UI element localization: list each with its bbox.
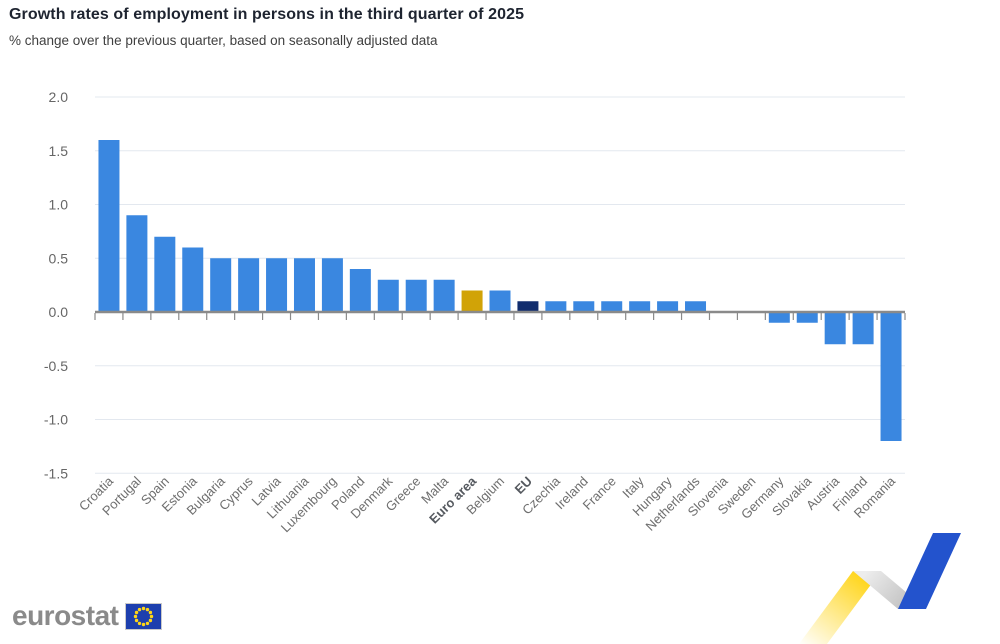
- eu-flag-star: [146, 621, 150, 625]
- eurostat-logo-text: eurostat: [12, 600, 119, 631]
- eu-flag-star: [138, 607, 142, 611]
- bar-poland: [349, 269, 371, 312]
- eu-flag-star: [135, 610, 139, 614]
- chart-title: Growth rates of employment in persons in…: [9, 6, 525, 23]
- eu-flag-star: [146, 607, 150, 611]
- bar-belgium: [489, 290, 511, 312]
- eu-flag-star: [149, 618, 153, 622]
- eu-flag-icon: [125, 602, 163, 630]
- y-axis-tick-label: -0.5: [44, 358, 68, 374]
- bar-lithuania: [293, 258, 315, 312]
- eu-flag-star: [149, 610, 153, 614]
- bar-greece: [405, 279, 427, 312]
- chart-subtitle: % change over the previous quarter, base…: [9, 33, 438, 48]
- eu-flag-star: [134, 614, 138, 618]
- bar-italy: [629, 301, 651, 312]
- eu-flag-star: [138, 621, 142, 625]
- bar-denmark: [377, 279, 399, 312]
- eu-flag-star: [142, 622, 146, 626]
- bar-netherlands: [685, 301, 707, 312]
- bar-france: [601, 301, 623, 312]
- eu-flag-star: [135, 618, 139, 622]
- bar-portugal: [126, 215, 148, 312]
- bar-bulgaria: [210, 258, 232, 312]
- bar-slovakia: [796, 312, 818, 323]
- y-axis-tick-label: 1.5: [49, 143, 69, 159]
- bar-malta: [433, 279, 455, 312]
- eurostat-logo: eurostat: [12, 600, 163, 631]
- y-axis-tick-label: -1.5: [44, 465, 68, 481]
- bar-romania: [880, 312, 902, 441]
- eu-flag-stars: [134, 606, 154, 626]
- eu-flag-star: [150, 614, 154, 618]
- bar-germany: [768, 312, 790, 323]
- bar-hungary: [657, 301, 679, 312]
- bar-ireland: [573, 301, 595, 312]
- y-axis-tick-label: 1.0: [49, 197, 69, 213]
- bar-cyprus: [238, 258, 260, 312]
- bar-euro-area: [461, 290, 483, 312]
- bar-spain: [154, 236, 176, 312]
- y-axis-tick-label: -1.0: [44, 412, 68, 428]
- bar-eu: [517, 301, 539, 312]
- y-axis-tick-label: 2.0: [49, 89, 69, 105]
- bar-croatia: [98, 140, 120, 312]
- bar-austria: [824, 312, 846, 345]
- y-axis-tick-label: 0.0: [49, 304, 69, 320]
- y-axis-tick-label: 0.5: [49, 250, 69, 266]
- bar-estonia: [182, 247, 204, 312]
- eu-flag-star: [142, 606, 146, 610]
- bar-finland: [852, 312, 874, 345]
- bar-czechia: [545, 301, 567, 312]
- bar-luxembourg: [321, 258, 343, 312]
- bar-latvia: [266, 258, 288, 312]
